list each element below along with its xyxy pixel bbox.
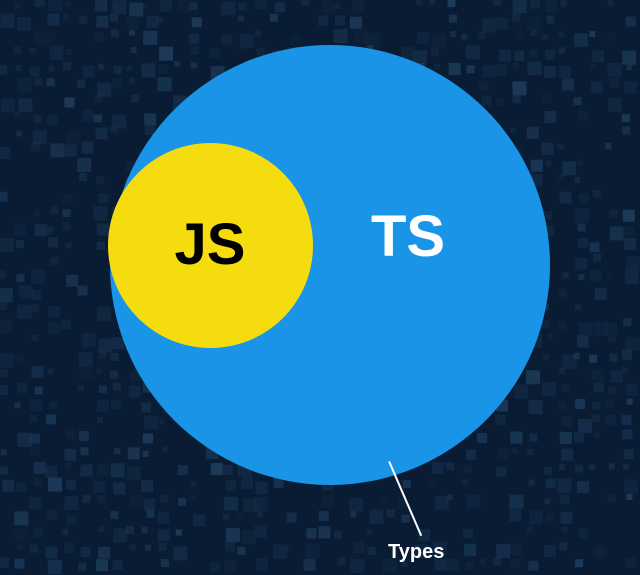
venn-diagram: TS JS Types [0, 0, 640, 575]
inner-circle-label: JS [175, 216, 246, 274]
inner-circle-js: JS [108, 143, 313, 348]
annotation-line [388, 461, 422, 536]
outer-circle-label: TS [371, 208, 445, 266]
annotation-label: Types [388, 541, 444, 564]
